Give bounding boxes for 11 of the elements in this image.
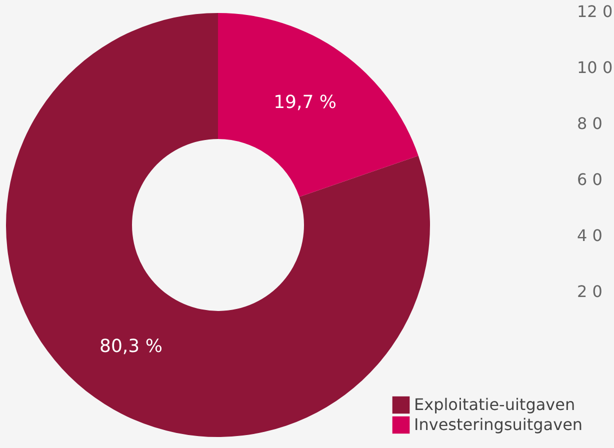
text: 2 0 [577, 282, 602, 301]
legend-label: Investeringsuitgaven [414, 415, 583, 434]
text: 4 0 [577, 226, 602, 245]
data-label: 19,7 % [274, 92, 336, 113]
text: 6 0 [577, 170, 602, 189]
legend-label: Exploitatie-uitgaven [414, 395, 576, 414]
text: 10 0 [577, 58, 613, 77]
donut-slice [218, 13, 418, 197]
data-label: 80,3 % [100, 336, 162, 358]
text: 12 0 [577, 2, 613, 21]
text: 8 0 [577, 114, 602, 133]
